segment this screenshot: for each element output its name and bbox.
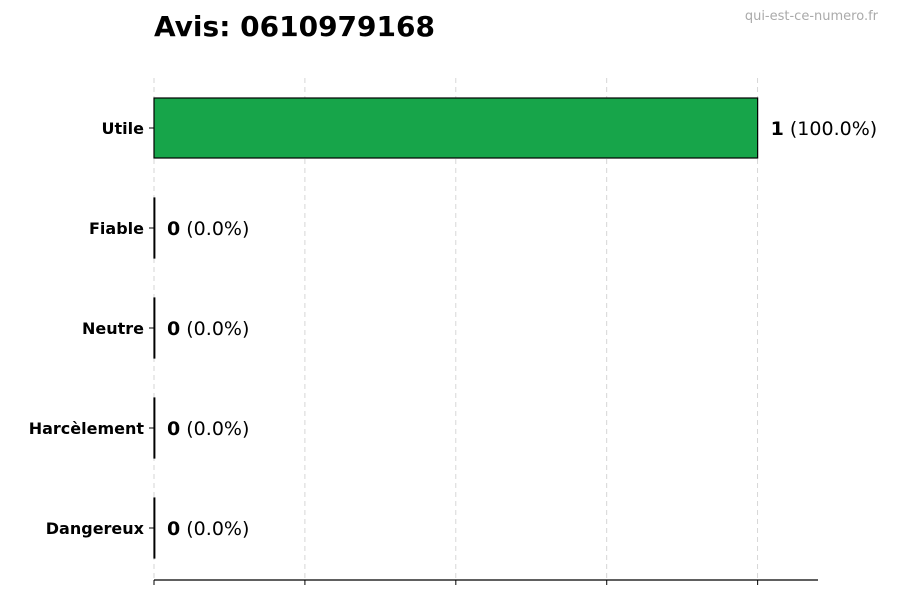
data-label-pct: (0.0%) xyxy=(180,418,249,440)
bar-neutre xyxy=(153,297,156,359)
bar-harcèlement xyxy=(153,397,156,459)
data-label: 0 (0.0%) xyxy=(167,518,249,540)
category-label: Dangereux xyxy=(46,519,145,538)
data-label-pct: (100.0%) xyxy=(784,118,877,140)
data-label: 0 (0.0%) xyxy=(167,318,249,340)
data-label-count: 0 xyxy=(167,218,180,240)
category-label: Utile xyxy=(102,119,145,138)
chart-title: Avis: 0610979168 xyxy=(154,10,435,43)
data-label-count: 1 xyxy=(771,118,784,140)
data-label-pct: (0.0%) xyxy=(180,218,249,240)
bar-dangereux xyxy=(153,497,156,559)
data-label-count: 0 xyxy=(167,418,180,440)
data-label: 0 (0.0%) xyxy=(167,418,249,440)
data-label-count: 0 xyxy=(167,318,180,340)
bar-utile xyxy=(153,97,759,159)
data-label: 0 (0.0%) xyxy=(167,218,249,240)
watermark: qui-est-ce-numero.fr xyxy=(744,9,878,24)
data-label: 1 (100.0%) xyxy=(771,118,878,140)
category-label: Harcèlement xyxy=(29,419,145,438)
category-label: Neutre xyxy=(82,319,144,338)
category-label: Fiable xyxy=(89,219,144,238)
data-label-count: 0 xyxy=(167,518,180,540)
bar-fiable xyxy=(153,197,156,259)
data-label-pct: (0.0%) xyxy=(180,318,249,340)
data-label-pct: (0.0%) xyxy=(180,518,249,540)
